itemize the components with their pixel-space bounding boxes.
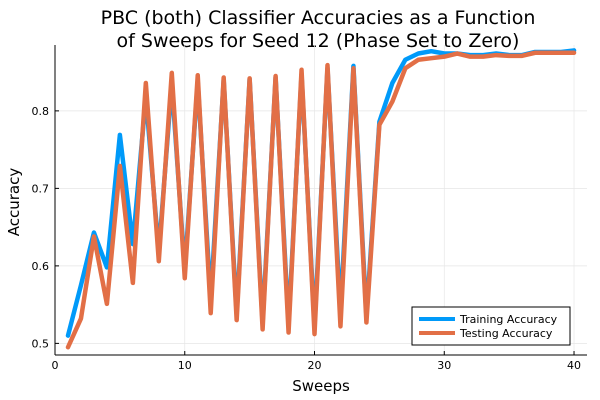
legend-label-testing: Testing Accuracy (459, 327, 553, 340)
legend: Training Accuracy Testing Accuracy (411, 306, 571, 346)
data-series (65, 48, 577, 350)
y-tick-label: 0.6 (32, 260, 50, 273)
x-tick-label: 0 (52, 359, 59, 372)
x-axis-label: Sweeps (292, 377, 350, 395)
x-tick-label: 20 (308, 359, 322, 372)
x-tick-label: 10 (178, 359, 192, 372)
y-tick-label: 0.7 (32, 182, 50, 195)
axes (54, 45, 587, 356)
y-tick-label: 0.5 (32, 337, 50, 350)
legend-label-training: Training Accuracy (459, 313, 558, 326)
chart-title-line-1: PBC (both) Classifier Accuracies as a Fu… (101, 7, 536, 29)
y-axis-label: Accuracy (5, 168, 23, 237)
x-tick-label: 40 (567, 359, 581, 372)
tick-labels: 0 10 20 30 40 0.5 0.6 0.7 0.8 (32, 105, 582, 372)
y-tick-label: 0.8 (32, 105, 50, 118)
chart-title-line-2: of Sweeps for Seed 12 (Phase Set to Zero… (117, 30, 520, 52)
series-line-testing-accuracy (65, 50, 577, 350)
x-tick-label: 30 (437, 359, 451, 372)
legend-box (411, 306, 571, 346)
